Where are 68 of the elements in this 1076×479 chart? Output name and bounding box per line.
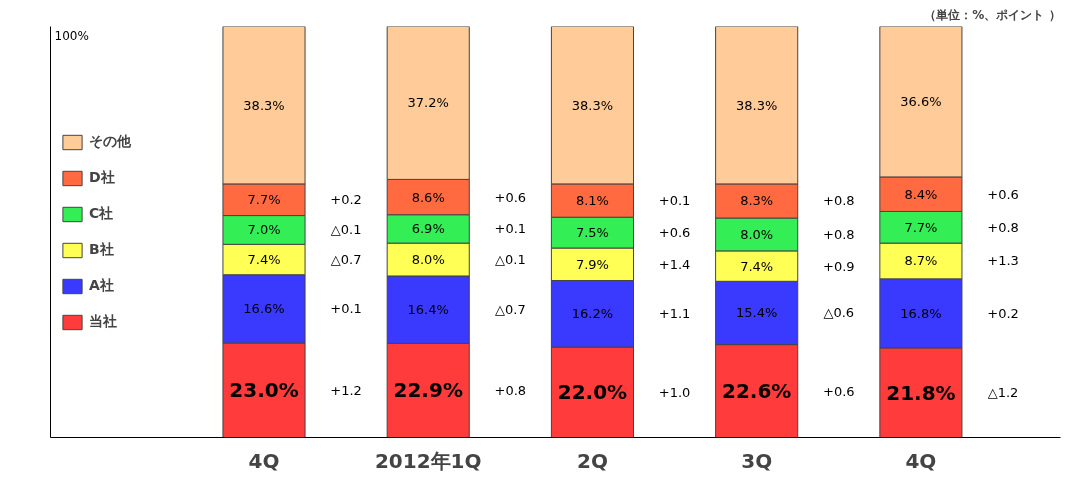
annotation: +0.8: [987, 219, 1019, 235]
annotation: +1.3: [987, 253, 1019, 269]
data-label: 15.4%: [736, 305, 778, 321]
annotation: +0.9: [823, 258, 855, 274]
data-label: 7.7%: [904, 219, 938, 235]
annotation: +1.2: [330, 382, 362, 398]
data-label: 7.4%: [740, 258, 774, 274]
annotation: +0.2: [987, 305, 1019, 321]
legend-label: D社: [89, 168, 115, 187]
data-label: 38.3%: [736, 97, 778, 113]
data-label: 8.0%: [411, 252, 445, 268]
annotation: 100%: [54, 28, 89, 43]
data-label: 7.9%: [575, 256, 609, 272]
data-label: 8.1%: [575, 193, 609, 209]
annotation: +0.8: [823, 226, 855, 242]
annotation: +0.6: [658, 225, 691, 241]
data-label: 16.2%: [571, 306, 614, 322]
data-label: 38.3%: [243, 97, 285, 113]
x-tick-label: 3Q: [741, 448, 773, 473]
legend-label: 当社: [89, 312, 117, 331]
data-label: 8.0%: [740, 226, 774, 242]
data-label: 21.8%: [886, 380, 956, 405]
data-label: 8.6%: [411, 189, 445, 205]
annotation: △0.1: [330, 222, 362, 238]
annotation: +0.6: [987, 186, 1019, 202]
data-label: 23.0%: [229, 378, 299, 403]
annotation: +0.2: [330, 192, 362, 208]
data-label: 8.7%: [904, 253, 938, 269]
annotation: +1.4: [658, 256, 691, 272]
x-tick-label: 2012年1Q: [374, 448, 482, 473]
data-label: 37.2%: [407, 95, 449, 111]
annotation: +0.8: [494, 382, 527, 398]
annotation: +0.6: [823, 383, 855, 399]
x-tick-label: 4Q: [248, 448, 280, 473]
x-tick-label: 2Q: [576, 448, 608, 473]
legend-label: C社: [89, 204, 114, 223]
data-label: 7.0%: [247, 222, 281, 238]
annotation: +0.1: [658, 193, 691, 209]
data-label: 22.9%: [393, 378, 463, 403]
data-label: 8.4%: [904, 186, 938, 202]
annotation: +0.1: [330, 301, 362, 317]
data-label: 7.4%: [247, 252, 281, 268]
data-label: 22.6%: [721, 379, 792, 404]
chart-subtitle: （単位：%、ポイント ）: [924, 7, 1061, 22]
annotation: +0.6: [494, 189, 527, 205]
data-label: 36.6%: [900, 94, 942, 110]
legend-label: A社: [89, 276, 114, 295]
legend-label: その他: [89, 132, 131, 151]
data-label: 22.0%: [557, 380, 628, 405]
annotation: +1.1: [658, 306, 691, 322]
legend-label: B社: [89, 240, 114, 259]
annotation: △0.1: [495, 252, 526, 268]
annotation: △0.7: [495, 302, 526, 318]
annotation: +1.0: [658, 384, 691, 400]
data-label: 6.9%: [411, 221, 445, 237]
annotation: △1.2: [987, 385, 1019, 401]
data-label: 16.8%: [900, 305, 942, 321]
annotation: +0.8: [823, 193, 855, 209]
annotation: +0.1: [494, 221, 527, 237]
data-label: 8.3%: [740, 193, 774, 209]
data-label: 7.7%: [247, 192, 281, 208]
annotation: △0.7: [330, 252, 362, 268]
data-label: 16.4%: [407, 302, 449, 318]
x-tick-label: 4Q: [905, 448, 937, 473]
data-label: 7.5%: [575, 225, 609, 241]
annotation: △0.6: [823, 305, 855, 321]
data-label: 16.6%: [243, 301, 285, 317]
data-label: 38.3%: [571, 97, 614, 113]
